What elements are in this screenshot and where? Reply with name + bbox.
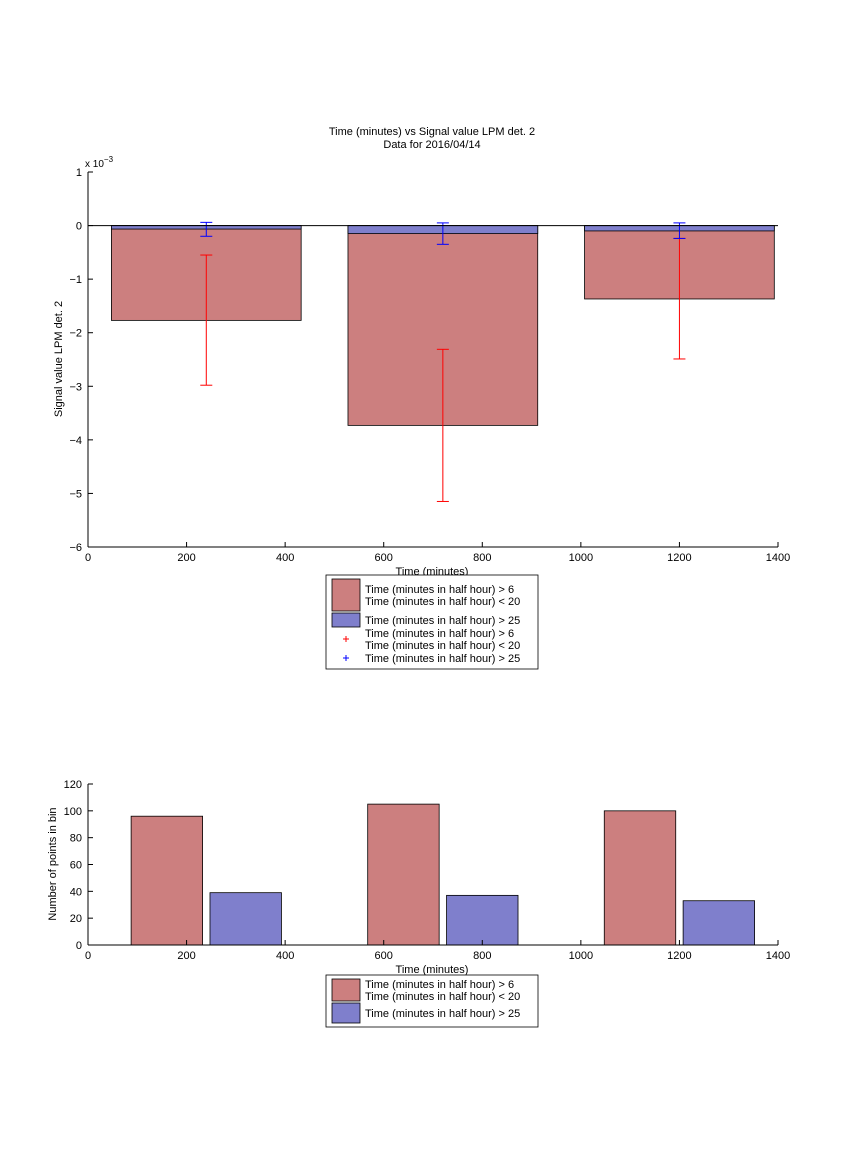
error-bar [200,221,213,237]
error-bar [436,348,449,502]
legend-label: Time (minutes in half hour) > 25 [365,615,520,627]
x-tick-label: 1200 [667,950,691,962]
legend-label: Time (minutes in half hour) > 6 [365,628,514,640]
x-tick-label: 0 [85,552,91,564]
y-tick-label: −1 [69,274,82,286]
bar [603,810,677,946]
y-axis-label: Signal value LPM det. 2 [53,301,65,417]
axes-group: 0 200 400 600 800 1000 1200 1400 0 20 40 60 80 100 120 [64,779,791,962]
y-tick-label: −4 [69,435,82,447]
y-axis-label: Number of points in bin [47,807,59,920]
x-tick-label: 200 [177,950,195,962]
x-tick-label: 600 [375,552,393,564]
x-tick-label: 400 [276,552,294,564]
bar [682,900,755,946]
y-tick-label: 0 [76,940,82,952]
legend-entry: Time (minutes in half hour) > 25 [331,1002,520,1024]
x-tick-label: 1400 [766,950,790,962]
bar [446,894,519,946]
y-tick-label: −2 [69,328,82,340]
error-bars-group [200,221,686,502]
chart-title: Time (minutes) vs Signal value LPM det. … [329,126,535,138]
x-tick-label: 200 [177,552,195,564]
y-tick-label: 100 [64,806,82,818]
x-axis-label: Time (minutes) [396,964,469,976]
legend-swatch [331,978,361,1002]
signal-chart: Time (minutes) vs Signal value LPM det. … [53,126,790,670]
bar [367,803,440,946]
y-tick-label: 60 [70,860,82,872]
bars-group [130,803,755,946]
y-tick-label: −5 [69,488,82,500]
legend-label: Time (minutes in half hour) < 20 [365,991,520,1003]
y-tick-label: −3 [69,381,82,393]
y-tick-label: 20 [70,913,82,925]
x-tick-label: 1000 [569,950,593,962]
legend-entry: Time (minutes in half hour) > 25 [343,653,520,665]
legend-label: Time (minutes in half hour) > 6 [365,979,514,991]
legend-box [325,974,539,1028]
legend-label: Time (minutes in half hour) < 20 [365,596,520,608]
y-exponent-label: x 10−3 [85,155,114,170]
legend-label: Time (minutes in half hour) > 25 [365,1008,520,1020]
axes-group: 0 200 400 600 800 1000 1200 1400 −6 −5 −4 −3 −2 −1 0 1 [69,167,790,564]
x-tick-label: 0 [85,950,91,962]
y-tick-label: −6 [69,542,82,554]
y-tick-label: 120 [64,779,82,791]
chart-subtitle: Data for 2016/04/14 [383,139,480,151]
error-bar [200,254,213,386]
x-tick-label: 1000 [569,552,593,564]
x-tick-label: 600 [375,950,393,962]
legend-swatch [331,1002,361,1024]
error-bar [436,222,449,245]
legend-label: Time (minutes in half hour) < 20 [365,640,520,652]
legend-label: Time (minutes in half hour) > 6 [365,584,514,596]
y-tick-label: 40 [70,886,82,898]
x-tick-label: 800 [473,950,491,962]
x-tick-label: 800 [473,552,491,564]
y-tick-label: 0 [76,221,82,233]
x-tick-label: 1200 [667,552,691,564]
legend-swatch [331,578,361,612]
x-tick-label: 1400 [766,552,790,564]
bar [130,815,203,946]
legend-swatch [331,612,361,628]
bar [209,892,282,946]
x-tick-label: 400 [276,950,294,962]
legend-box [325,574,539,670]
legend-entry: Time (minutes in half hour) > 25 [331,612,520,628]
y-tick-label: 1 [76,167,82,179]
count-chart: Number of points in bin Time (minutes) 0… [47,779,791,1028]
legend-label: Time (minutes in half hour) > 25 [365,653,520,665]
y-tick-label: 80 [70,833,82,845]
